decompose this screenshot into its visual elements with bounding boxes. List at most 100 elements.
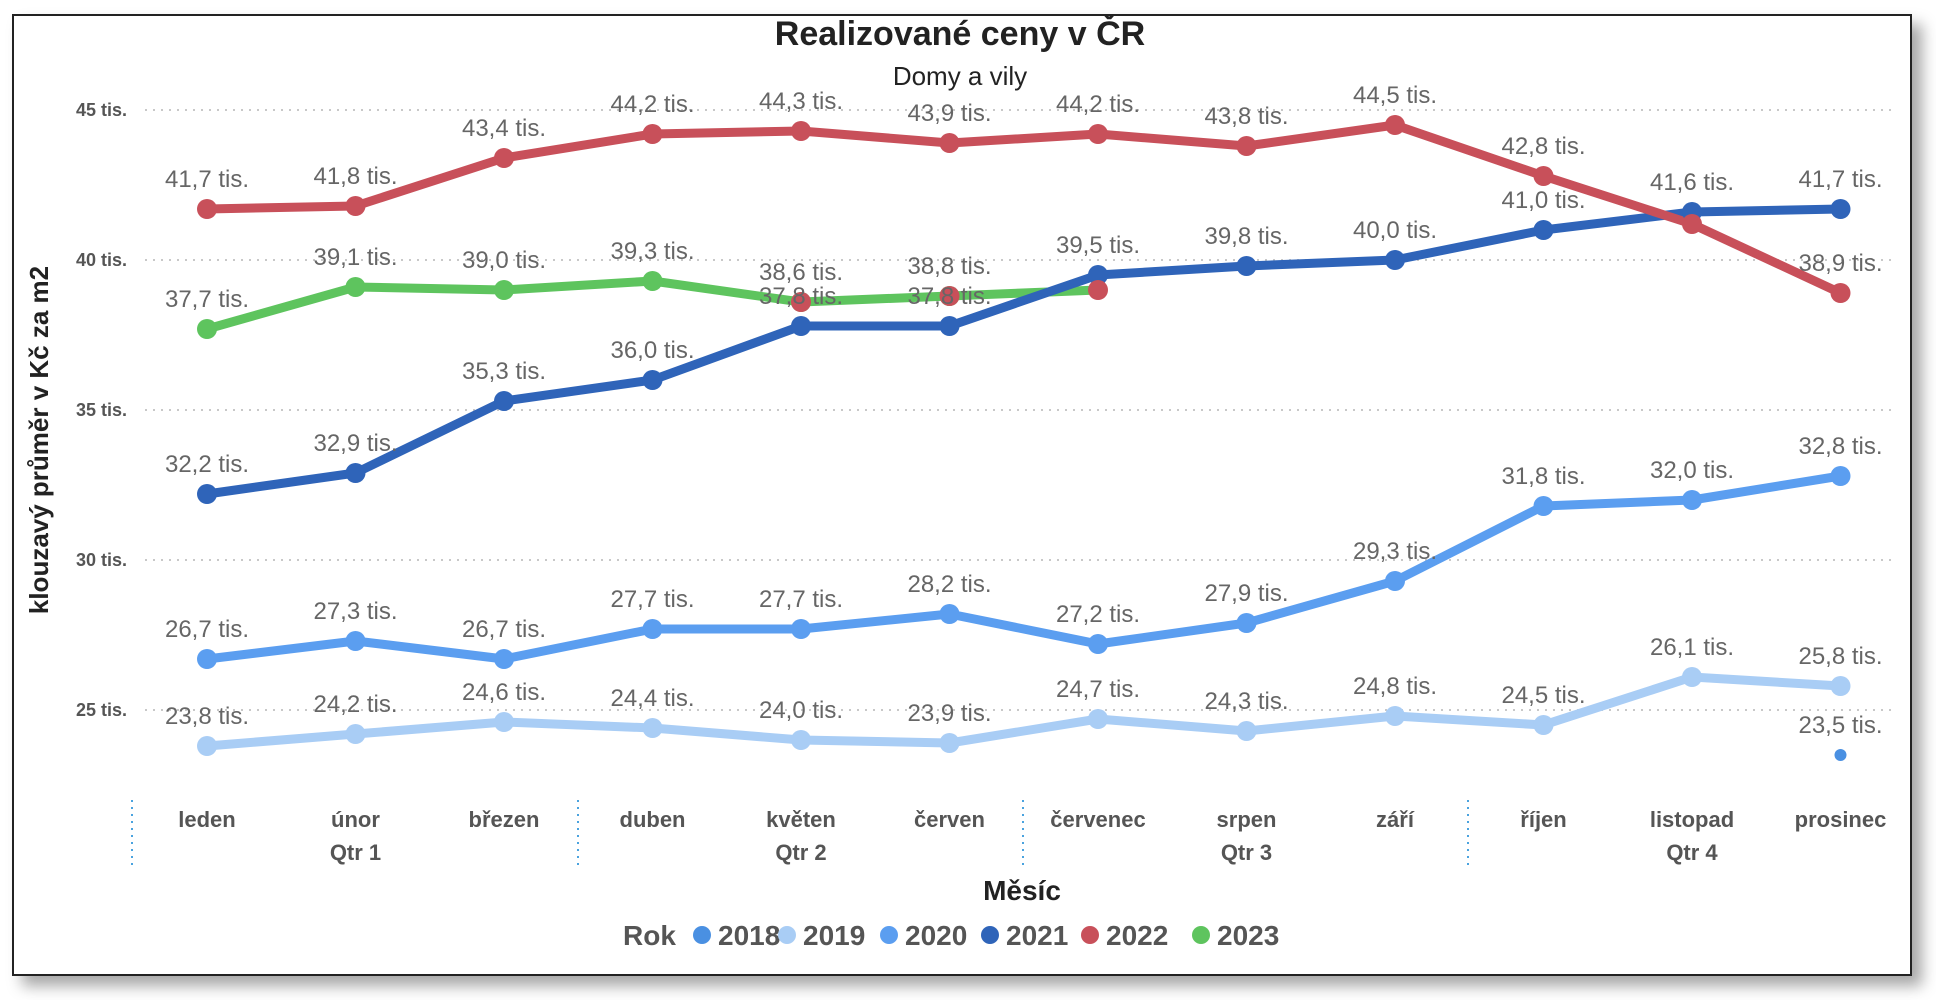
data-label-2021: 41,6 tis.	[1650, 169, 1734, 196]
x-tick-label: duben	[620, 807, 686, 832]
data-label-2020: 27,3 tis.	[313, 598, 397, 625]
x-tick-label: květen	[766, 807, 836, 832]
data-point-2022	[791, 121, 811, 141]
legend: Rok 2018 2019 2020 2021 2022 2023	[623, 920, 1279, 951]
series-line-2019	[202, 672, 1845, 751]
y-axis-ticks: 25 tis. 30 tis. 35 tis. 40 tis. 45 tis.	[76, 100, 127, 720]
data-point-2022	[1088, 280, 1108, 300]
data-label-2020: 26,7 tis.	[165, 616, 249, 643]
chart-title: Realizované ceny v ČR	[775, 14, 1145, 53]
data-labels: 23,5 tis. 23,8 tis. 24,2 tis. 24,6 tis. 24,4…	[165, 82, 1883, 739]
data-point-2022	[1088, 124, 1108, 144]
data-point-2021	[791, 316, 811, 336]
data-point-2020	[494, 649, 514, 669]
data-point-2022	[494, 148, 514, 168]
data-label-2020: 29,3 tis.	[1353, 538, 1437, 565]
y-tick-label: 35 tis.	[76, 400, 127, 420]
data-point-2019	[939, 733, 960, 753]
data-label-2022: 41,7 tis.	[165, 166, 249, 193]
gridlines	[145, 109, 1895, 711]
data-label-2022: 44,5 tis.	[1353, 82, 1437, 109]
data-point-2023	[494, 280, 514, 300]
data-point-2021	[1533, 220, 1554, 240]
data-point-2023	[642, 271, 663, 291]
series-line-2020	[202, 471, 1845, 664]
data-label-2023: 38,6 tis.	[759, 259, 843, 286]
y-tick-label: 45 tis.	[76, 100, 127, 120]
legend-label-2023: 2023	[1217, 920, 1279, 951]
data-point-2019	[1830, 676, 1851, 696]
data-label-2023: 38,8 tis.	[907, 253, 991, 280]
data-label-2022: 41,8 tis.	[313, 163, 397, 190]
data-label-2021: 41,7 tis.	[1798, 166, 1882, 193]
data-point-2023	[345, 277, 366, 297]
data-point-2020	[1533, 496, 1554, 516]
data-point-2020	[939, 604, 960, 624]
data-point-2022	[1830, 283, 1851, 303]
data-label-2020: 32,0 tis.	[1650, 457, 1734, 484]
legend-label-2022: 2022	[1106, 920, 1168, 951]
data-label-2019: 26,1 tis.	[1650, 634, 1734, 661]
data-point-2020	[1088, 634, 1108, 654]
data-point-2021	[939, 316, 960, 336]
data-point-2022	[1236, 136, 1257, 156]
data-point-2022	[1533, 166, 1554, 186]
data-point-2020	[642, 619, 663, 639]
data-label-2019: 24,4 tis.	[610, 685, 694, 712]
series-points	[197, 115, 1851, 761]
data-point-2022	[1682, 214, 1702, 234]
x-group-label: Qtr 1	[330, 840, 381, 865]
data-label-2020: 28,2 tis.	[907, 571, 991, 598]
data-point-2019	[1385, 706, 1405, 726]
data-label-2019: 23,8 tis.	[165, 703, 249, 730]
data-point-2019	[791, 730, 811, 750]
data-label-2022: 43,4 tis.	[462, 115, 546, 142]
x-group-label: Qtr 4	[1666, 840, 1718, 865]
data-label-2023: 37,7 tis.	[165, 286, 249, 313]
data-label-2019: 24,7 tis.	[1056, 676, 1140, 703]
data-point-2020	[345, 631, 366, 651]
data-point-2022	[791, 292, 811, 312]
data-label-2019: 24,6 tis.	[462, 679, 546, 706]
data-label-2019: 25,8 tis.	[1798, 643, 1882, 670]
data-label-2019: 24,5 tis.	[1501, 682, 1585, 709]
data-label-2022: 43,9 tis.	[907, 100, 991, 127]
data-point-2022	[345, 196, 366, 216]
data-point-2023	[197, 319, 217, 339]
x-tick-label: březen	[469, 807, 540, 832]
data-label-2021: 37,8 tis.	[759, 283, 843, 310]
x-tick-label: červenec	[1050, 807, 1145, 832]
legend-marker-2019	[778, 926, 796, 944]
data-point-2020	[1236, 613, 1257, 633]
data-label-2022: 44,2 tis.	[1056, 91, 1140, 118]
legend-label-2020: 2020	[905, 920, 967, 951]
data-point-2019	[1682, 667, 1702, 687]
legend-label-2019: 2019	[803, 920, 865, 951]
data-point-2019	[494, 712, 514, 732]
data-point-2020	[1830, 466, 1851, 486]
data-label-2019: 24,2 tis.	[313, 691, 397, 718]
data-label-2021: 40,0 tis.	[1353, 217, 1437, 244]
data-point-2020	[197, 649, 217, 669]
data-point-2022	[642, 124, 663, 144]
x-tick-label: říjen	[1520, 807, 1566, 832]
series-lines	[202, 120, 1845, 751]
data-point-2020	[791, 619, 811, 639]
data-label-2021: 39,5 tis.	[1056, 232, 1140, 259]
data-label-2021: 36,0 tis.	[610, 337, 694, 364]
data-point-2019	[345, 724, 366, 744]
data-point-2022	[197, 199, 217, 219]
data-point-2019	[197, 736, 217, 756]
data-label-2019: 24,0 tis.	[759, 697, 843, 724]
data-label-2020: 27,7 tis.	[759, 586, 843, 613]
data-label-2020: 31,8 tis.	[1501, 463, 1585, 490]
data-point-2022	[939, 286, 960, 306]
data-label-2021: 41,0 tis.	[1501, 187, 1585, 214]
data-point-2021	[494, 391, 514, 411]
chart-subtitle: Domy a vily	[893, 61, 1027, 91]
data-label-2021: 37,8 tis.	[907, 283, 991, 310]
chart-frame	[12, 14, 1912, 976]
data-label-2022: 44,3 tis.	[759, 88, 843, 115]
data-label-2020: 27,2 tis.	[1056, 601, 1140, 628]
x-tick-label: září	[1376, 807, 1415, 832]
